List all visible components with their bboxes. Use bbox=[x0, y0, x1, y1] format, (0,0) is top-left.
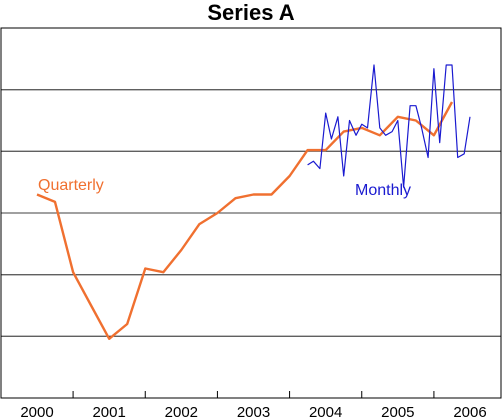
chart-title: Series A bbox=[207, 0, 294, 25]
annotation-monthly: Monthly bbox=[355, 182, 411, 199]
x-tick-label-2001: 2001 bbox=[92, 404, 125, 420]
x-tick-label-2000: 2000 bbox=[20, 404, 53, 420]
x-tick-label-2002: 2002 bbox=[165, 404, 198, 420]
x-axis-labels: 2000 2001 2002 2003 2004 2005 2006 bbox=[20, 404, 486, 420]
x-tick-label-2005: 2005 bbox=[381, 404, 414, 420]
x-tick-label-2004: 2004 bbox=[309, 404, 342, 420]
grid-lines bbox=[1, 89, 501, 337]
series-line-monthly bbox=[307, 64, 471, 188]
x-tick-label-2006: 2006 bbox=[453, 404, 486, 420]
x-axis-ticks bbox=[72, 391, 435, 398]
series-line-quarterly bbox=[36, 101, 454, 340]
x-tick-label-2003: 2003 bbox=[237, 404, 270, 420]
annotation-quarterly: Quarterly bbox=[38, 177, 104, 194]
plot-frame bbox=[0, 27, 502, 399]
series-lines bbox=[36, 64, 471, 340]
